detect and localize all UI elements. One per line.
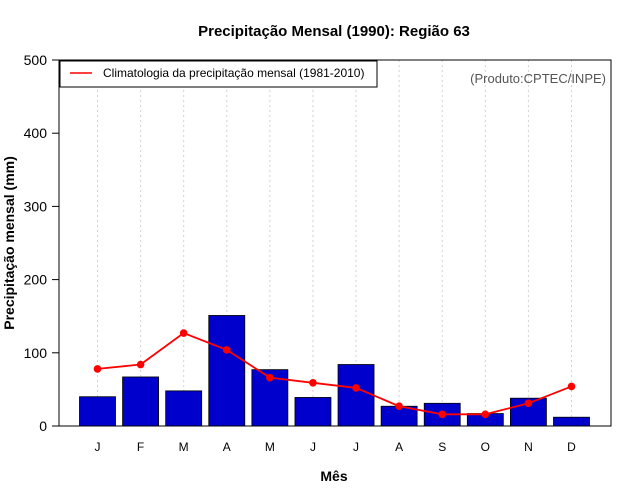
- x-tick-label: J: [353, 440, 359, 454]
- climatology-line-layer: [93, 329, 576, 419]
- plot-area: [58, 59, 612, 427]
- x-tick-label: A: [223, 440, 231, 454]
- legend-entry-climatology: Climatologia da precipitação mensal (198…: [103, 66, 364, 80]
- bar-11: [510, 397, 547, 427]
- y-tick-label: 200: [24, 272, 48, 288]
- climatology-point-9: [438, 410, 447, 419]
- x-tick-label: A: [395, 440, 403, 454]
- bar-12: [553, 416, 590, 427]
- x-tick-label: J: [310, 440, 316, 454]
- source-annotation: (Produto:CPTEC/INPE): [470, 71, 606, 86]
- climatology-point-3: [179, 329, 188, 337]
- plot-frame: [58, 59, 612, 427]
- climatology-point-4: [222, 346, 231, 354]
- y-tick-label: 300: [24, 198, 48, 214]
- x-tick-label: S: [438, 440, 446, 454]
- y-axis: 0 100 200 300 400 500: [24, 52, 59, 434]
- y-axis-label: Precipitação mensal (mm): [1, 156, 17, 330]
- x-tick-label: F: [137, 440, 144, 454]
- x-tick-label: O: [481, 440, 490, 454]
- bar-1: [79, 396, 116, 427]
- climatology-point-2: [136, 360, 145, 369]
- bar-3: [165, 390, 203, 427]
- y-tick-label: 500: [24, 52, 48, 68]
- legend-box: [59, 60, 378, 88]
- legend: Climatologia da precipitação mensal (198…: [59, 60, 378, 88]
- climatology-point-11: [524, 399, 533, 408]
- x-tick-label: M: [265, 440, 275, 454]
- bar-2: [122, 376, 159, 427]
- climatology-point-7: [352, 384, 360, 392]
- x-tick-label: D: [567, 440, 576, 454]
- climatology-point-1: [93, 365, 102, 373]
- climatology-point-10: [481, 410, 490, 419]
- climatology-point-6: [309, 379, 317, 387]
- climatology-point-8: [395, 402, 403, 411]
- chart-title: Precipitação Mensal (1990): Região 63: [198, 23, 470, 40]
- climatology-line: [97, 332, 572, 416]
- grid-layer: [97, 60, 572, 426]
- x-axis-label: Mês: [320, 468, 347, 484]
- y-tick-label: 0: [39, 418, 47, 434]
- climatology-point-12: [567, 382, 576, 391]
- bar-6: [294, 397, 332, 427]
- bar-7: [337, 364, 375, 427]
- x-tick-label: J: [95, 440, 101, 454]
- bar-4: [208, 315, 246, 427]
- climatology-point-5: [266, 373, 274, 382]
- x-tick-label: N: [524, 440, 533, 454]
- x-tick-label: M: [179, 440, 189, 454]
- bars-layer: [79, 315, 590, 427]
- y-tick-label: 400: [24, 125, 48, 141]
- y-tick-label: 100: [24, 345, 48, 361]
